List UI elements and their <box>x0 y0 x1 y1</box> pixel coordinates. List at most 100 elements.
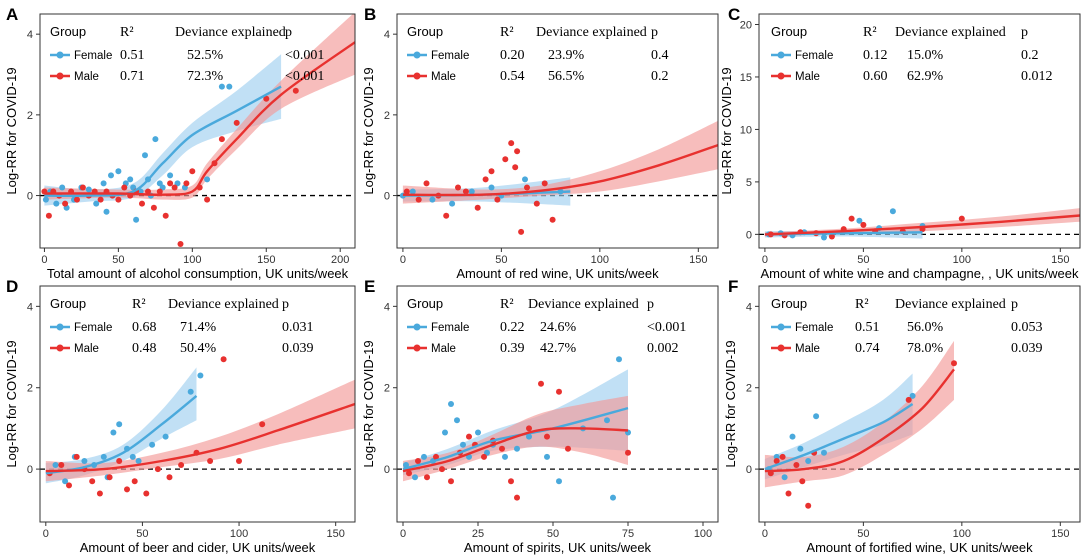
male-data-point <box>58 462 65 468</box>
legend-header-deviance: Deviance explained <box>536 25 647 40</box>
plot-area <box>759 208 1080 241</box>
legend-group-label: Female <box>795 322 833 334</box>
plot-frame <box>758 13 1081 249</box>
female-data-point <box>133 216 140 223</box>
legend-r2-value: 0.54 <box>500 69 525 84</box>
legend-deviance-value: 50.4% <box>180 341 217 356</box>
x-tick-label: 150 <box>257 254 275 266</box>
legend-group-label: Male <box>795 71 820 83</box>
male-legend-marker <box>56 72 64 80</box>
male-fit-line <box>44 41 355 196</box>
male-data-point <box>131 478 138 485</box>
female-data-point <box>502 453 508 460</box>
female-data-point <box>484 449 490 456</box>
female-data-point <box>108 172 114 179</box>
male-data-point <box>89 478 96 485</box>
male-data-point <box>178 462 185 468</box>
female-data-point <box>197 372 204 379</box>
x-tick-label: 50 <box>547 528 559 540</box>
female-confidence-band <box>403 369 628 476</box>
legend-r2-value: 0.60 <box>863 69 888 84</box>
male-data-point <box>455 184 461 191</box>
plot-area <box>397 120 718 235</box>
x-tick-label: 0 <box>41 254 47 266</box>
y-tick-label: 10 <box>740 124 752 136</box>
male-data-point <box>556 388 562 395</box>
female-legend-marker <box>777 51 785 59</box>
x-tick-label: 150 <box>326 528 344 540</box>
male-data-point <box>121 184 128 191</box>
legend-group-label: Male <box>431 343 456 355</box>
legend-header-r2: R² <box>120 25 134 40</box>
female-data-point <box>110 429 117 436</box>
male-data-point <box>143 490 150 497</box>
female-data-point <box>421 453 427 460</box>
male-data-point <box>167 180 174 187</box>
legend: Group R² Deviance explained p Female 0.68 71.4… <box>50 296 314 356</box>
legend-r2-value: 0.68 <box>132 320 157 335</box>
y-tick-label: 15 <box>740 72 752 84</box>
male-data-point <box>514 494 520 501</box>
legend-deviance-value: 24.6% <box>540 320 577 335</box>
legend-group-label: Female <box>795 50 833 62</box>
legend-group-label: Female <box>431 322 469 334</box>
legend-header-p: p <box>1011 297 1018 312</box>
female-data-point <box>889 208 896 215</box>
legend-header-group: Group <box>407 24 443 39</box>
female-data-point <box>103 208 110 215</box>
y-tick-label: 0 <box>384 191 390 203</box>
male-data-point <box>512 164 519 171</box>
legend-p-value: <0.001 <box>285 48 324 63</box>
x-axis-label: Amount of fortified wine, UK units/week <box>806 540 1033 555</box>
x-axis-label: Amount of beer and cider, UK units/week <box>80 540 316 555</box>
panel-letter: C <box>728 5 740 24</box>
female-data-point <box>53 200 60 207</box>
female-data-point <box>475 429 481 436</box>
male-data-point <box>79 184 86 191</box>
male-data-point <box>150 204 157 211</box>
legend-p-value: 0.002 <box>647 341 679 356</box>
female-data-point <box>526 433 532 440</box>
male-data-point <box>96 490 103 497</box>
x-tick-label: 0 <box>43 528 49 540</box>
male-data-point <box>549 216 556 223</box>
y-tick-label: 2 <box>384 383 390 395</box>
male-data-point <box>799 478 806 485</box>
legend-p-value: 0.031 <box>282 320 314 335</box>
x-tick-label: 75 <box>622 528 634 540</box>
male-data-point <box>424 474 430 481</box>
y-axis-label: Log-RR for COVID-19 <box>4 340 19 467</box>
x-tick-label: 25 <box>472 528 484 540</box>
female-data-point <box>226 83 233 90</box>
male-data-point <box>860 221 867 228</box>
male-data-point <box>793 462 800 468</box>
female-data-point <box>616 356 622 363</box>
y-tick-label: 4 <box>384 29 390 41</box>
y-tick-label: 4 <box>746 301 752 313</box>
female-legend-marker <box>56 323 64 331</box>
female-data-point <box>149 441 156 448</box>
legend-p-value: <0.001 <box>285 69 324 84</box>
plot-frame <box>39 13 356 249</box>
legend-group-label: Male <box>431 71 456 83</box>
legend-header-group: Group <box>407 296 443 311</box>
female-data-point <box>522 176 528 183</box>
male-data-point <box>439 466 445 473</box>
legend-p-value: 0.039 <box>1011 341 1043 356</box>
y-tick-label: 5 <box>746 177 752 189</box>
legend-p-value: 0.4 <box>651 48 669 63</box>
legend-r2-value: 0.39 <box>500 341 525 356</box>
male-data-point <box>233 119 240 126</box>
male-data-point <box>508 140 515 147</box>
male-data-point <box>116 458 123 464</box>
x-tick-label: 100 <box>183 254 201 266</box>
male-data-point <box>565 445 571 452</box>
female-data-point <box>85 186 92 193</box>
legend-deviance-value: 71.4% <box>180 320 217 335</box>
legend-header-deviance: Deviance explained <box>895 25 1006 40</box>
male-data-point <box>207 458 214 464</box>
legend-r2-value: 0.48 <box>132 341 157 356</box>
legend-p-value: 0.2 <box>651 69 669 84</box>
male-data-point <box>115 196 122 203</box>
